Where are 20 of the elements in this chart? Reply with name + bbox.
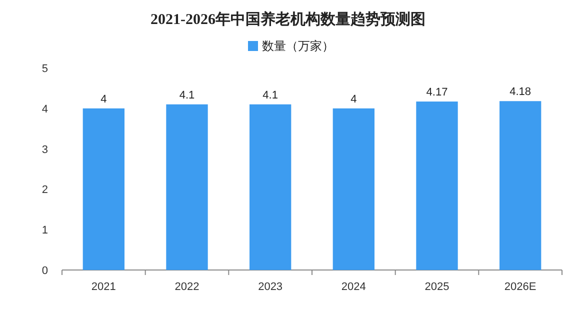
x-tick-label: 2022 [174, 281, 200, 293]
data-label: 4.1 [179, 89, 195, 102]
y-tick-label: 3 [42, 144, 48, 156]
data-label: 4.17 [426, 86, 448, 99]
y-tick-label: 5 [42, 63, 48, 75]
data-label: 4.1 [262, 89, 278, 102]
chart-title: 2021-2026年中国养老机构数量趋势预测图 [150, 10, 426, 28]
data-label: 4.18 [510, 86, 532, 98]
legend-label: 数量（万家） [262, 39, 334, 53]
y-tick-label: 0 [42, 265, 48, 277]
y-tick-label: 2 [42, 184, 48, 196]
x-tick-label: 2024 [341, 281, 366, 293]
x-tick-label: 2026E [504, 281, 536, 293]
y-tick-label: 1 [42, 224, 48, 237]
x-tick-label: 2021 [91, 281, 116, 293]
data-label: 4 [350, 93, 357, 106]
data-label: 4 [100, 93, 107, 106]
x-tick-label: 2023 [258, 281, 283, 293]
y-tick-label: 4 [42, 103, 48, 116]
x-tick-label: 2025 [424, 281, 450, 293]
